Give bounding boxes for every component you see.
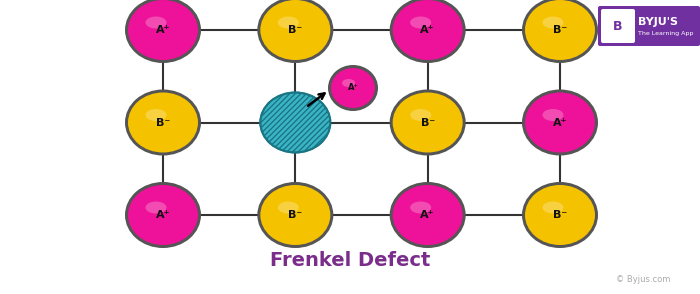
Ellipse shape: [525, 185, 595, 245]
Ellipse shape: [393, 185, 463, 245]
Text: B⁻: B⁻: [553, 210, 567, 220]
FancyBboxPatch shape: [601, 9, 635, 43]
Ellipse shape: [410, 16, 431, 29]
FancyBboxPatch shape: [598, 6, 700, 46]
Ellipse shape: [125, 0, 201, 63]
Text: A⁺: A⁺: [155, 210, 170, 220]
Ellipse shape: [260, 0, 330, 60]
Ellipse shape: [258, 0, 333, 63]
Ellipse shape: [522, 0, 598, 63]
Ellipse shape: [278, 16, 299, 29]
Text: B⁻: B⁻: [288, 25, 302, 35]
Text: A⁺: A⁺: [421, 210, 435, 220]
Ellipse shape: [128, 93, 198, 153]
Text: A⁺: A⁺: [348, 83, 358, 93]
Text: © Byjus.com: © Byjus.com: [615, 275, 670, 284]
Ellipse shape: [390, 0, 466, 63]
Ellipse shape: [146, 201, 167, 213]
Text: A⁺: A⁺: [421, 25, 435, 35]
Ellipse shape: [542, 109, 564, 121]
Text: BYJU'S: BYJU'S: [638, 17, 678, 27]
Ellipse shape: [390, 89, 466, 156]
Text: The Learning App: The Learning App: [638, 31, 694, 36]
Ellipse shape: [393, 0, 463, 60]
Ellipse shape: [393, 93, 463, 153]
Ellipse shape: [331, 68, 375, 108]
Text: B⁻: B⁻: [156, 118, 170, 128]
Ellipse shape: [525, 0, 595, 60]
Ellipse shape: [410, 201, 431, 213]
Ellipse shape: [410, 109, 431, 121]
Text: Frenkel Defect: Frenkel Defect: [270, 250, 430, 270]
Ellipse shape: [328, 65, 378, 111]
Text: B⁻: B⁻: [288, 210, 302, 220]
Text: A⁺: A⁺: [553, 118, 567, 128]
Ellipse shape: [342, 79, 355, 87]
Ellipse shape: [128, 0, 198, 60]
Ellipse shape: [258, 182, 333, 248]
Ellipse shape: [542, 201, 564, 213]
Text: A⁺: A⁺: [155, 25, 170, 35]
Ellipse shape: [146, 109, 167, 121]
Ellipse shape: [522, 182, 598, 248]
Text: B⁻: B⁻: [553, 25, 567, 35]
Ellipse shape: [260, 185, 330, 245]
Ellipse shape: [522, 89, 598, 156]
Ellipse shape: [125, 89, 201, 156]
Text: B: B: [613, 19, 623, 33]
Text: B⁻: B⁻: [421, 118, 435, 128]
Ellipse shape: [128, 185, 198, 245]
Ellipse shape: [390, 182, 466, 248]
Ellipse shape: [542, 16, 564, 29]
Ellipse shape: [125, 182, 201, 248]
Ellipse shape: [278, 201, 299, 213]
Ellipse shape: [146, 16, 167, 29]
Ellipse shape: [525, 93, 595, 153]
Ellipse shape: [260, 93, 330, 153]
